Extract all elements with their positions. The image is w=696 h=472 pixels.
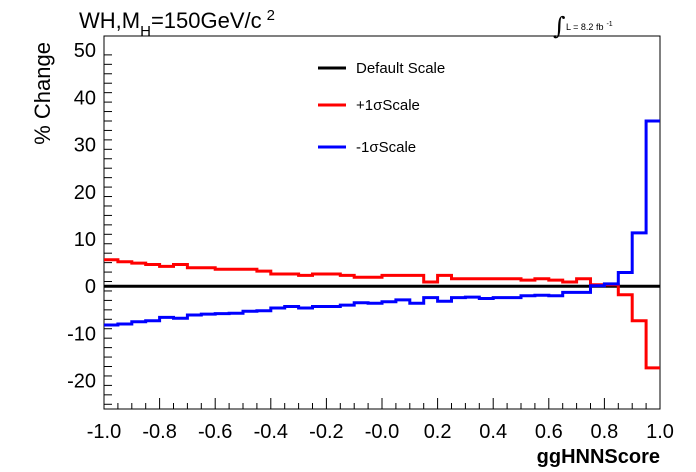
x-axis: -1.0 -0.8 -0.6 -0.4 -0.2 -0.0 0.2 0.4 0.6 0.8 1.0 [87,398,674,443]
x-tick-label: 0.6 [535,421,563,443]
legend: Default Scale +1σScale -1σScale [318,60,445,156]
plot-frame [103,35,661,410]
y-tick-label: 20 [74,182,96,204]
y-tick-label: 30 [74,135,96,157]
y-axis-label: % Change [30,42,55,145]
x-tick-label: -0.0 [365,421,399,443]
x-tick-label: 0.8 [590,421,618,443]
luminosity-text: L = 8.2 fb -1 [566,21,613,32]
legend-label: Default Scale [356,60,445,77]
y-tick-label: 10 [74,229,96,251]
plot-series [104,119,660,370]
legend-label: +1σScale [356,97,420,114]
series-line [104,119,660,327]
series-line [104,258,660,370]
x-tick-label: 1.0 [646,421,674,443]
x-tick-label: -1.0 [87,421,121,443]
x-tick-label: 0.4 [479,421,507,443]
y-axis: -20 -10 0 10 20 30 40 50 [67,40,112,405]
y-tick-label: -10 [67,323,96,345]
x-tick-label: -0.4 [254,421,288,443]
y-tick-label: -20 [67,371,96,393]
x-axis-label: ggHNNScore [537,446,660,468]
legend-label: -1σScale [356,139,416,156]
chart-title: WH,MH=150GeV/c 2 [79,7,275,40]
luminosity-label: ∫ L = 8.2 fb -1 [553,12,613,40]
x-tick-label: -0.8 [142,421,176,443]
y-tick-label: 50 [74,40,96,62]
x-tick-label: -0.2 [309,421,343,443]
y-tick-label: 40 [74,87,96,109]
x-tick-label: -0.6 [198,421,232,443]
x-tick-label: 0.2 [424,421,452,443]
y-tick-label: 0 [85,276,96,298]
integral-symbol: ∫ [553,12,566,40]
